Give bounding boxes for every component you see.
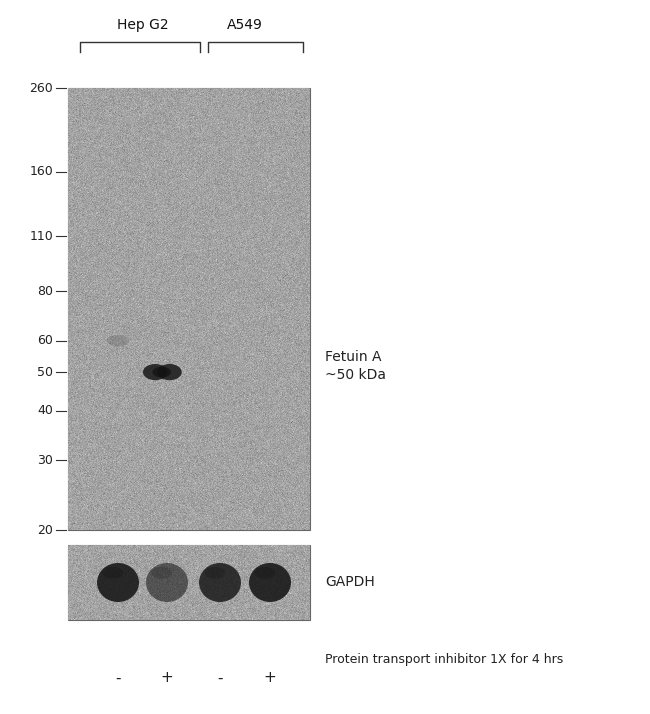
Ellipse shape: [199, 563, 241, 602]
Ellipse shape: [157, 364, 182, 380]
Text: 30: 30: [37, 453, 53, 467]
Text: 20: 20: [37, 523, 53, 536]
Text: 60: 60: [37, 334, 53, 347]
Text: 40: 40: [37, 404, 53, 417]
Bar: [68, 88, 310, 530]
Ellipse shape: [204, 567, 226, 578]
Text: 260: 260: [29, 81, 53, 94]
Text: Fetuin A: Fetuin A: [325, 350, 382, 364]
Text: A549: A549: [227, 18, 263, 32]
Ellipse shape: [97, 563, 139, 602]
Text: Hep G2: Hep G2: [117, 18, 169, 32]
Text: GAPDH: GAPDH: [325, 575, 375, 589]
Text: -: -: [217, 670, 223, 685]
Text: -: -: [115, 670, 121, 685]
Ellipse shape: [151, 567, 172, 578]
Ellipse shape: [249, 563, 291, 602]
Text: 50: 50: [37, 366, 53, 378]
Text: Protein transport inhibitor 1X for 4 hrs: Protein transport inhibitor 1X for 4 hrs: [325, 653, 564, 666]
Text: 160: 160: [29, 165, 53, 178]
Ellipse shape: [146, 563, 188, 602]
Ellipse shape: [107, 335, 129, 346]
Text: +: +: [161, 670, 174, 685]
Ellipse shape: [152, 367, 171, 378]
Text: 110: 110: [29, 230, 53, 243]
Ellipse shape: [254, 567, 276, 578]
Text: +: +: [264, 670, 276, 685]
Ellipse shape: [143, 364, 168, 380]
Text: 80: 80: [37, 285, 53, 298]
Bar: [68, 545, 310, 620]
Ellipse shape: [102, 567, 124, 578]
Text: ~50 kDa: ~50 kDa: [325, 368, 386, 382]
